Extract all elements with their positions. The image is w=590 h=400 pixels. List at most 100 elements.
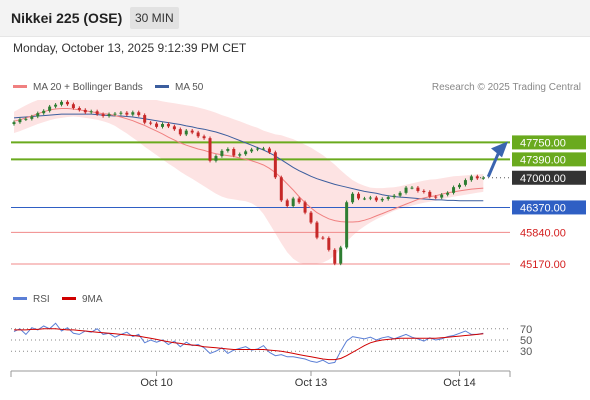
candle-body [273, 152, 277, 178]
candle-body [101, 114, 105, 117]
forecast-arrow-head [491, 141, 508, 158]
candle-body [71, 104, 75, 109]
candle-body [83, 109, 87, 113]
candle-body [416, 187, 420, 191]
candle-body [339, 247, 343, 264]
candle-body [30, 116, 34, 119]
rsi-tick-label-1: 50 [520, 335, 532, 347]
candle-body [422, 190, 426, 192]
candle-body [398, 192, 402, 196]
candle-body [475, 176, 479, 179]
legend-swatch-9ma [62, 297, 76, 300]
bollinger-band-area [14, 100, 484, 264]
level-label-box-3 [512, 200, 586, 215]
candle-body [428, 191, 432, 197]
candle-body [291, 198, 295, 207]
candle-body [214, 156, 218, 161]
candle-body [357, 193, 361, 199]
candle-body [368, 197, 372, 199]
legend-swatch-rsi [13, 297, 27, 300]
candle-body [303, 202, 307, 213]
candle-body [184, 130, 188, 135]
candle-body [125, 112, 129, 115]
level-label-1: 47390.00 [520, 154, 566, 166]
candle-body [297, 198, 301, 203]
level-label-2: 47000.00 [520, 173, 566, 185]
candle-body [256, 148, 260, 150]
legend-label-ma20: MA 20 + Bollinger Bands [33, 82, 143, 93]
candle-body [60, 101, 64, 105]
candle-body [65, 101, 69, 105]
instrument-title: Nikkei 225 (OSE) [11, 10, 123, 26]
candle-body [155, 123, 159, 127]
x-tick-label-1: Oct 13 [295, 377, 327, 389]
candle-body [54, 104, 58, 107]
candle-body [458, 184, 461, 188]
candle-body [208, 138, 212, 161]
candle-body [190, 130, 194, 133]
level-label-box-2 [512, 170, 586, 185]
candle-body [143, 115, 147, 123]
candle-body [161, 124, 164, 127]
candle-body [244, 151, 248, 155]
candle-body [95, 111, 99, 115]
legend-swatch-ma20 [13, 85, 27, 88]
candle-body [327, 238, 331, 250]
x-tick-label-2: Oct 14 [443, 377, 475, 389]
rsi-tick-label-0: 70 [520, 324, 532, 336]
candle-body [220, 150, 224, 157]
candle-body [107, 114, 111, 117]
legend-label-ma50: MA 50 [175, 82, 204, 93]
candle-body [285, 200, 289, 207]
candle-body [202, 136, 206, 139]
candle-body [380, 198, 384, 201]
x-tick-label-0: Oct 10 [140, 377, 172, 389]
candle-body [345, 202, 349, 248]
candle-body [172, 126, 176, 130]
candle-body [267, 148, 271, 153]
candle-body [261, 148, 265, 150]
candle-body [89, 111, 93, 113]
candle-body [404, 187, 408, 193]
level-label-box-0 [512, 135, 586, 150]
candle-body [48, 106, 52, 111]
candle-body [362, 198, 366, 200]
candle-body [351, 193, 355, 203]
candle-body [321, 237, 325, 239]
candle-body [481, 177, 485, 179]
candle-body [374, 197, 378, 201]
candle-body [250, 149, 254, 152]
level-label-3: 46370.00 [520, 202, 566, 214]
candle-body [42, 110, 46, 114]
candle-body [410, 187, 414, 189]
candle-body [36, 113, 40, 117]
candle-body [446, 192, 450, 195]
rsi-ma9-line [14, 328, 484, 361]
candle-body [452, 187, 456, 193]
chart-header: Nikkei 225 (OSE) 30 MIN [0, 0, 590, 37]
chart-datetime: Monday, October 13, 2025 9:12:39 PM CET [13, 41, 247, 55]
level-label-4: 45840.00 [520, 227, 566, 239]
candle-body [196, 132, 200, 137]
candle-body [333, 249, 337, 264]
candle-body [392, 195, 396, 198]
candle-body [137, 112, 141, 116]
candle-body [469, 176, 473, 181]
candle-body [238, 154, 242, 156]
candle-body [24, 118, 28, 120]
timeframe-button[interactable]: 30 MIN [130, 7, 179, 29]
candle-body [166, 124, 170, 127]
candle-body [315, 222, 319, 238]
candle-body [232, 149, 236, 156]
candle-body [434, 196, 438, 198]
legend-label-9ma: 9MA [82, 294, 103, 305]
candle-body [309, 212, 313, 223]
legend-swatch-ma50 [155, 85, 169, 88]
legend-label-rsi: RSI [33, 294, 50, 305]
ma50-line [13, 113, 484, 202]
level-label-5: 45170.00 [520, 259, 566, 271]
candle-body [119, 112, 123, 114]
rsi-tick-label-2: 30 [520, 346, 532, 358]
chart-credit: Research © 2025 Trading Central [432, 82, 581, 93]
